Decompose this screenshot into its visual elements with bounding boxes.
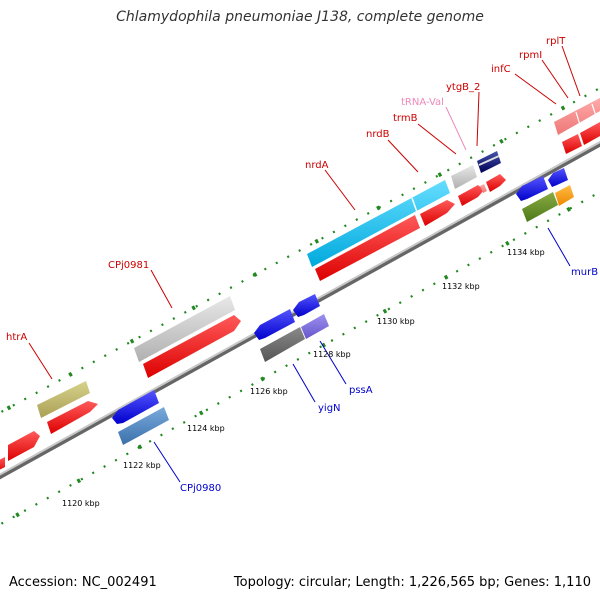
gene-pssA-block[interactable]: [301, 314, 329, 339]
leader-infC: [514, 73, 557, 105]
leader-trmB: [417, 123, 457, 155]
gene-CPj0980-block[interactable]: [118, 407, 169, 445]
leader-CPj0980: [153, 441, 181, 483]
scale-label: 1134 kbp: [507, 248, 545, 257]
label-murB: murB: [571, 267, 598, 278]
map-title: Chlamydophila pneumoniae J138, complete …: [116, 9, 484, 25]
label-rplT: rplT: [546, 36, 566, 47]
gene-trmB-cds[interactable]: [458, 185, 484, 206]
gene-trmB-block[interactable]: [451, 165, 477, 189]
reverse-strand: [112, 168, 574, 445]
gene-ytgB_2-block[interactable]: [477, 151, 501, 173]
gene-nrdA-block[interactable]: [307, 180, 450, 267]
reverse-gene-labels: CPj0980 yigN pssA murB: [180, 267, 598, 494]
gene-htrA-block[interactable]: [37, 381, 90, 418]
label-CPj0981: CPj0981: [108, 260, 149, 271]
gene-tRNA-Val-mark[interactable]: [480, 184, 487, 193]
inner-tick-ruler: [0, 191, 600, 526]
accession-text: Accession: NC_002491: [9, 575, 157, 590]
scale-labels: 1120 kbp 1122 kbp 1124 kbp 1126 kbp 1128…: [62, 248, 545, 508]
leader-CPj0981: [150, 269, 173, 309]
label-ytgB_2: ytgB_2: [446, 82, 480, 93]
leader-ytgB_2: [476, 91, 480, 147]
scale-label: 1126 kbp: [250, 387, 288, 396]
label-nrdB: nrdB: [366, 129, 390, 140]
forward-gene-labels: htrA CPj0981 nrdA nrdB trmB tRNA-Val ytg…: [6, 36, 566, 343]
genome-summary-text: Topology: circular; Length: 1,226,565 bp…: [233, 575, 591, 590]
gene-murB-cds-2[interactable]: [548, 168, 568, 187]
leader-pssA: [319, 340, 347, 385]
gene-murB-cds-1[interactable]: [516, 176, 548, 201]
gene-htrA-cds[interactable]: [47, 401, 98, 434]
gene-yigN-block[interactable]: [260, 327, 305, 362]
inner-major-ticks: [0, 190, 600, 527]
scale-label: 1132 kbp: [442, 282, 480, 291]
label-htrA: htrA: [6, 332, 27, 343]
gene-murB-orange-block[interactable]: [555, 185, 574, 206]
label-infC: infC: [491, 64, 511, 75]
gene-rpmI-cds[interactable]: [580, 122, 600, 145]
label-pssA: pssA: [349, 385, 373, 396]
leader-rpmI: [541, 59, 569, 99]
scale-label: 1128 kbp: [313, 350, 351, 359]
label-yigN: yigN: [318, 403, 341, 414]
leader-nrdB: [387, 139, 419, 173]
label-trmB: trmB: [393, 113, 418, 124]
scale-label: 1130 kbp: [377, 317, 415, 326]
gene-CPj0981-block[interactable]: [134, 296, 235, 362]
gene-nrdA-cds[interactable]: [315, 215, 420, 281]
leader-murB: [547, 227, 571, 267]
label-nrdA: nrdA: [305, 160, 329, 171]
gene-CPj0981-cds[interactable]: [143, 315, 241, 378]
label-CPj0980: CPj0980: [180, 483, 221, 494]
cds-left-edge-arrow[interactable]: [0, 457, 5, 472]
label-rpmI: rpmI: [519, 50, 542, 61]
gene-ytgB_2-cds[interactable]: [486, 174, 506, 192]
scale-label: 1120 kbp: [62, 499, 100, 508]
leader-nrdA: [324, 169, 356, 211]
label-tRNA-Val: tRNA-Val: [401, 97, 444, 108]
gene-pssA-cds[interactable]: [293, 294, 320, 317]
leader-tRNA-Val: [445, 106, 467, 151]
gene-infC-cds[interactable]: [562, 134, 582, 154]
cds-arrow[interactable]: [8, 431, 40, 461]
leader-yigN: [292, 363, 316, 403]
label-leader-lines: [28, 45, 581, 483]
gene-murB-block[interactable]: [522, 192, 558, 222]
forward-strand: [0, 98, 600, 472]
scale-label: 1124 kbp: [187, 424, 225, 433]
gene-yigN-cds[interactable]: [254, 309, 295, 340]
gene-CPj0980-cds[interactable]: [112, 390, 159, 424]
scale-label: 1122 kbp: [123, 461, 161, 470]
leader-rplT: [561, 45, 581, 97]
leader-htrA: [28, 342, 53, 380]
gene-nrdB-cds[interactable]: [420, 200, 455, 226]
